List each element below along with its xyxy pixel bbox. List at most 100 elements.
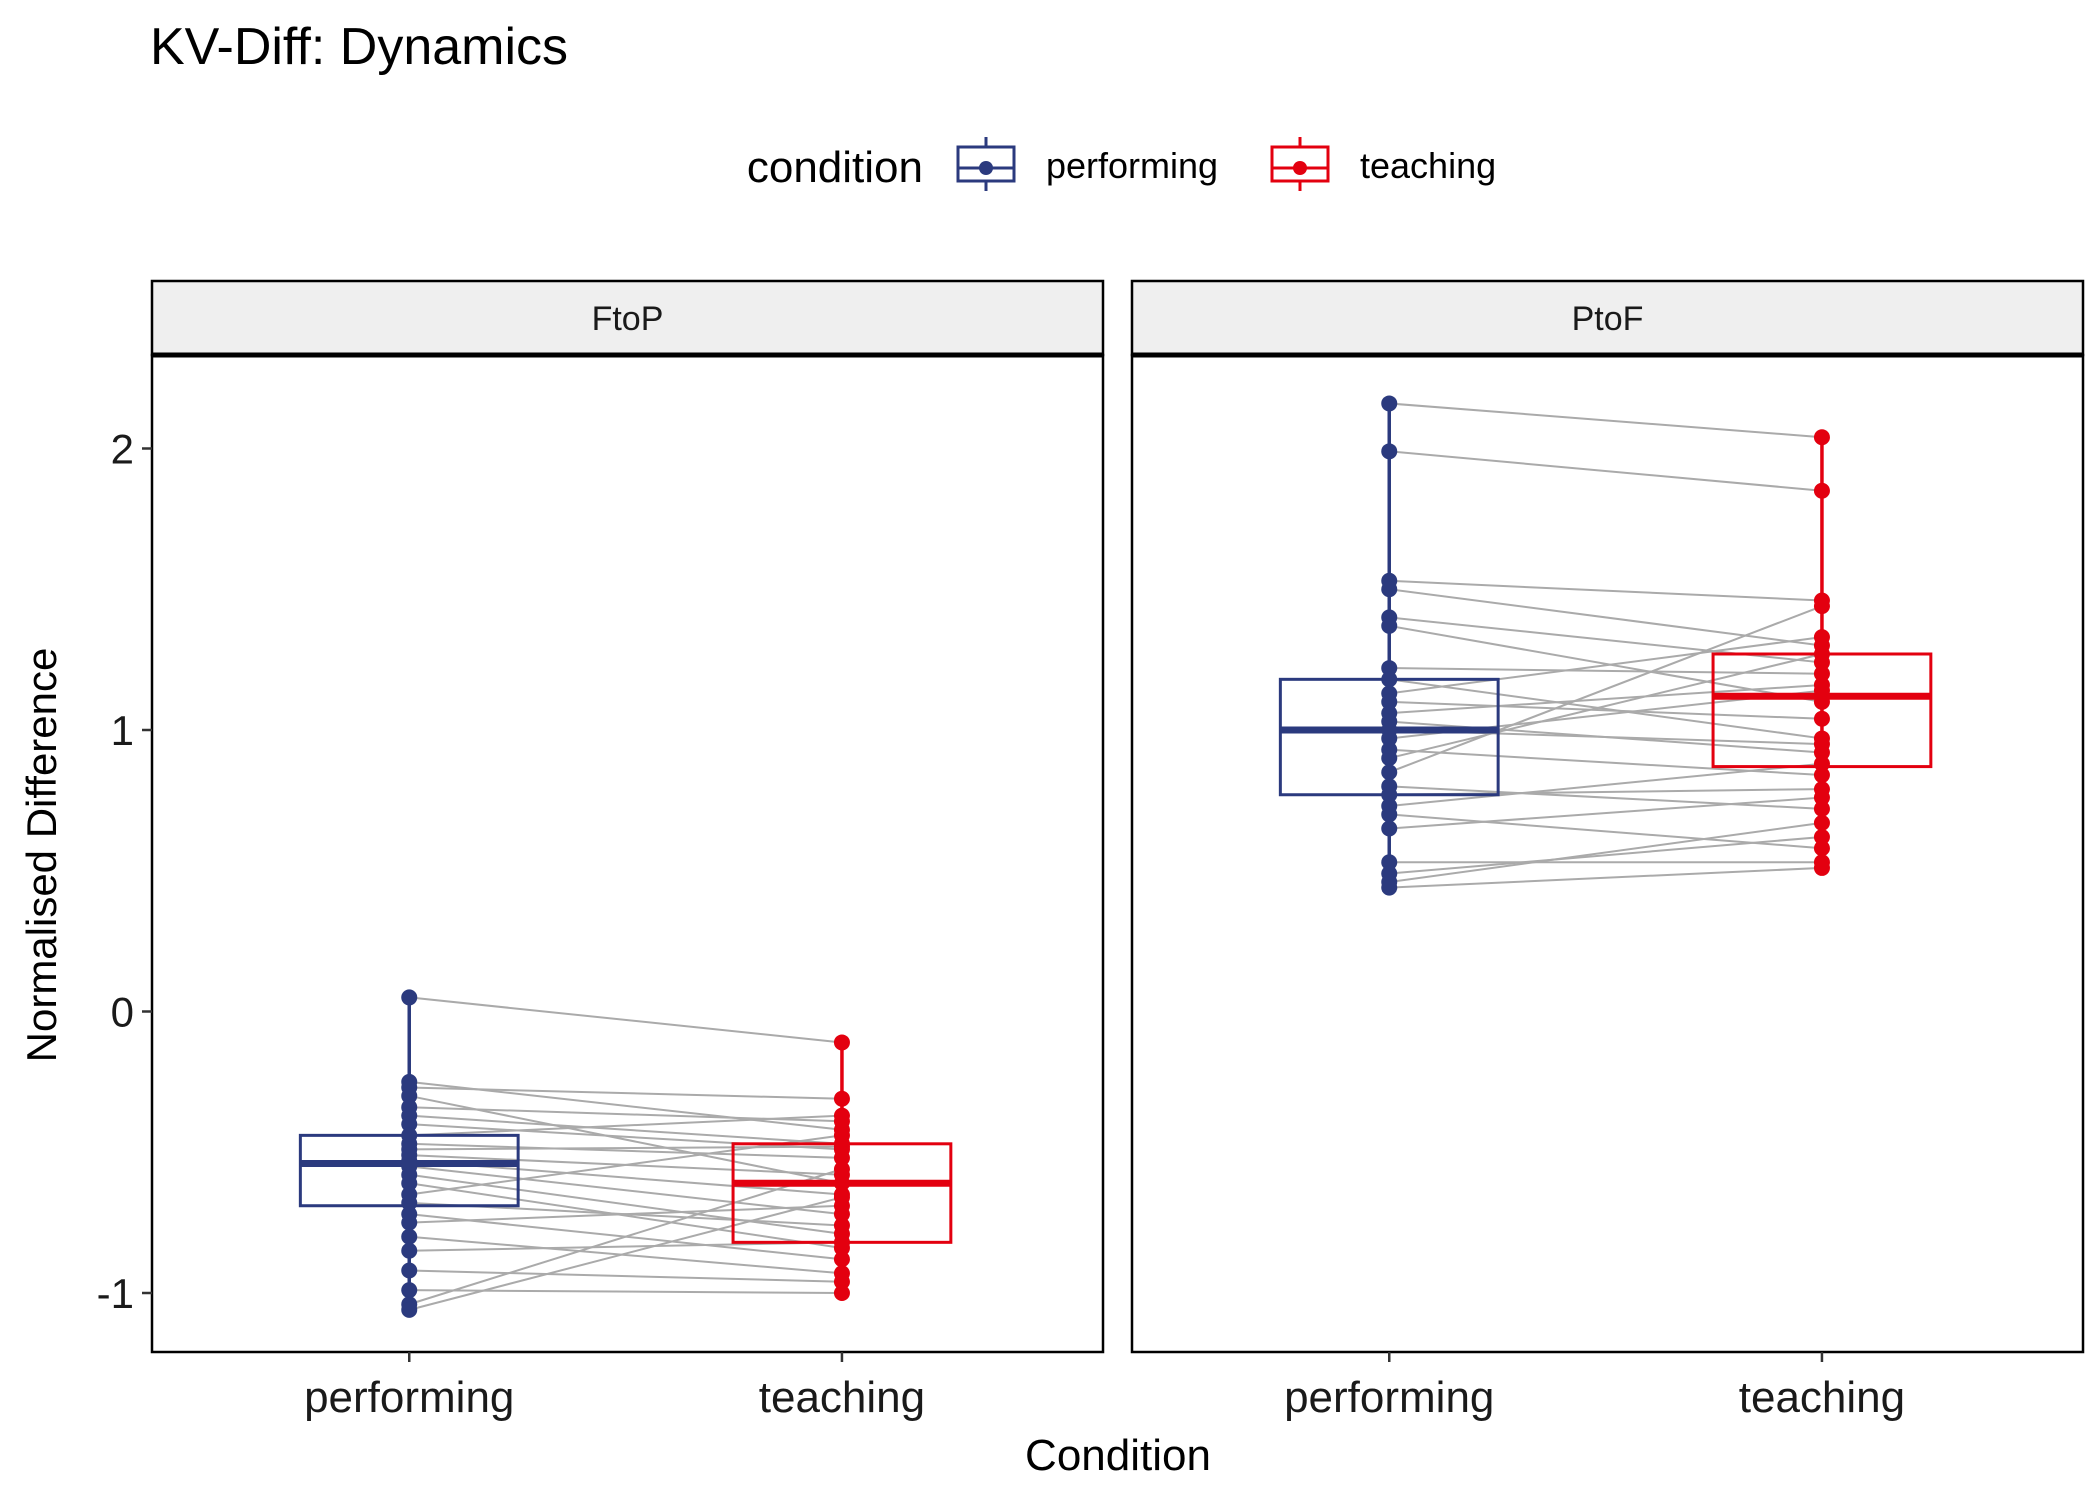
pair-line [409,1086,842,1100]
data-point-performing [401,989,418,1006]
data-point-performing [401,1175,418,1192]
pair-line [409,1114,843,1145]
data-point-performing [1381,395,1398,412]
data-point-teaching [833,1285,850,1301]
pair-line [1389,700,1822,720]
pair-line [409,1165,843,1216]
pair-line [409,1204,842,1224]
plot-border-PtoF [1130,353,2085,1354]
pair-line [1389,579,1822,602]
data-point-performing [401,1301,418,1318]
pair-line [409,1269,842,1283]
data-point-teaching [833,1273,850,1290]
pair-line [1389,450,1823,492]
pair-line [1389,636,1823,695]
pair-line [409,996,843,1044]
chart-title: KV-Diff: Dynamics [150,18,568,76]
data-point-teaching [1813,814,1830,831]
data-point-performing [401,1282,418,1299]
data-point-performing [401,1262,418,1279]
data-point-performing [1381,806,1398,823]
data-point-teaching [833,1138,850,1155]
legend: condition performing teaching [747,137,1496,192]
facet-panel-FtoP: FtoP performing teaching 2 1 0 -1 [97,279,1105,1422]
facet-strip-label: FtoP [592,300,664,338]
data-point-teaching [833,1090,850,1107]
facet-panel-PtoF: PtoF performing teaching [1130,279,2085,1422]
x-tick-label: performing [304,1373,514,1422]
data-point-teaching [833,1149,850,1166]
data-point-performing [1381,660,1398,677]
data-point-performing [1381,879,1398,896]
data-point-performing [401,1214,418,1231]
y-tick-label: 2 [111,426,134,473]
data-point-performing [1381,820,1398,837]
data-point-teaching [1813,859,1830,876]
pair-line [1388,605,1823,774]
pair-line [1389,667,1822,675]
pair-line [409,1235,843,1275]
pair-line [1389,762,1823,808]
facet-strip-PtoF [1130,279,2085,357]
x-tick-label: teaching [759,1373,925,1422]
data-point-teaching [1813,789,1830,806]
legend-title: condition [747,143,923,192]
pair-line [1389,653,1823,760]
data-point-teaching [1813,482,1830,499]
data-point-teaching [1813,665,1830,682]
data-point-teaching [1813,828,1830,845]
data-point-performing [1381,443,1398,460]
y-tick-label: 0 [111,989,134,1036]
data-point-teaching [833,1234,850,1251]
data-point-teaching [1813,840,1830,857]
data-point-performing [1381,693,1398,710]
data-point-performing [401,1194,418,1211]
legend-label-performing: performing [1046,145,1218,186]
data-point-teaching [833,1107,850,1124]
data-point-teaching [1813,682,1830,699]
y-tick-label: 1 [111,707,134,754]
data-point-teaching [833,1217,850,1234]
data-point-teaching [1813,429,1830,446]
pair-line [409,1182,843,1249]
pair-line [408,1168,843,1306]
legend-key-performing [956,137,1016,191]
data-point-teaching [833,1127,850,1144]
data-point-performing [1381,730,1398,747]
x-tick-label: performing [1284,1373,1494,1422]
data-point-performing [1381,671,1398,688]
data-point-teaching [1813,645,1830,662]
facet-strip-FtoP [150,279,1105,357]
pair-line [1389,588,1823,647]
pair-line [1389,678,1823,740]
data-point-teaching [833,1034,850,1051]
data-point-teaching [1813,629,1830,646]
pair-line [1389,821,1823,884]
data-point-performing [401,1242,418,1259]
data-point-teaching [1813,598,1830,615]
pair-line [1389,402,1823,439]
data-point-performing [401,1087,418,1104]
data-point-performing [1381,581,1398,598]
legend-key-teaching [1270,137,1330,191]
pair-line [408,1196,843,1311]
panels: FtoP performing teaching 2 1 0 -1 PtoF performin… [97,279,2085,1422]
data-point-teaching [1813,736,1830,753]
data-point-performing [401,1116,418,1133]
x-tick-label: teaching [1739,1373,1905,1422]
pair-line [1389,835,1823,875]
data-point-teaching [1813,755,1830,772]
plot-border-FtoP [150,353,1105,1354]
data-point-performing [1381,764,1398,781]
data-point-performing [401,1228,418,1245]
facet-strip-label: PtoF [1572,300,1644,338]
pair-line [1389,683,1823,715]
data-point-teaching [833,1161,850,1178]
data-point-performing [1381,750,1398,767]
pair-line [409,1114,842,1137]
y-axis-label: Normalised Difference [18,648,65,1063]
data-point-performing [1381,617,1398,634]
pair-line [409,1145,842,1151]
data-point-teaching [1813,767,1830,784]
